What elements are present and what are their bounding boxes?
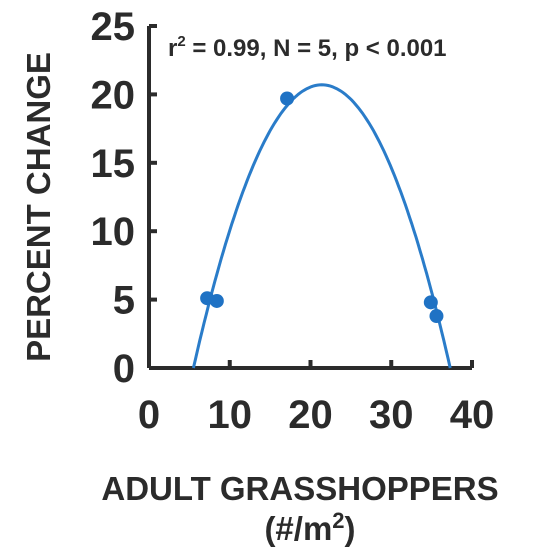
x-tick-label: 30 — [369, 393, 414, 437]
stats-rest: = 0.99, N = 5, p < 0.001 — [186, 35, 447, 62]
x-axis-units: (#/m2) — [264, 508, 355, 547]
x-axis-units-sup: 2 — [332, 508, 344, 533]
data-point — [280, 91, 295, 106]
x-tick-label: 0 — [138, 393, 160, 437]
x-tick-label: 40 — [450, 393, 495, 437]
x-tick-label: 20 — [288, 393, 333, 437]
x-axis-units-prefix: (#/m — [264, 510, 332, 547]
fit-layer — [191, 83, 452, 369]
y-tick-label: 0 — [113, 347, 135, 391]
y-tick-label: 10 — [91, 210, 136, 254]
y-tick-label: 25 — [91, 5, 136, 49]
points-layer — [200, 91, 444, 324]
data-point — [209, 293, 224, 308]
axes — [147, 24, 474, 370]
data-point — [429, 309, 444, 324]
y-tick-label: 20 — [91, 73, 136, 117]
x-axis-title: ADULT GRASSHOPPERS — [101, 470, 498, 507]
stats-annotation: r2 = 0.99, N = 5, p < 0.001 — [168, 33, 447, 62]
fit-curve — [191, 83, 452, 369]
labels-layer: 0 5 10 15 20 25 0 10 20 30 40 PERCENT CHANGE ADULT G… — [20, 5, 499, 547]
x-axis-units-suffix: ) — [345, 510, 356, 547]
stats-r: r — [168, 35, 177, 62]
stats-r-sup: 2 — [177, 33, 185, 50]
x-tick-label: 10 — [208, 393, 253, 437]
y-axis-title: PERCENT CHANGE — [20, 52, 57, 362]
data-point — [423, 295, 438, 310]
y-tick-label: 15 — [91, 142, 136, 186]
y-tick-label: 5 — [113, 279, 135, 323]
